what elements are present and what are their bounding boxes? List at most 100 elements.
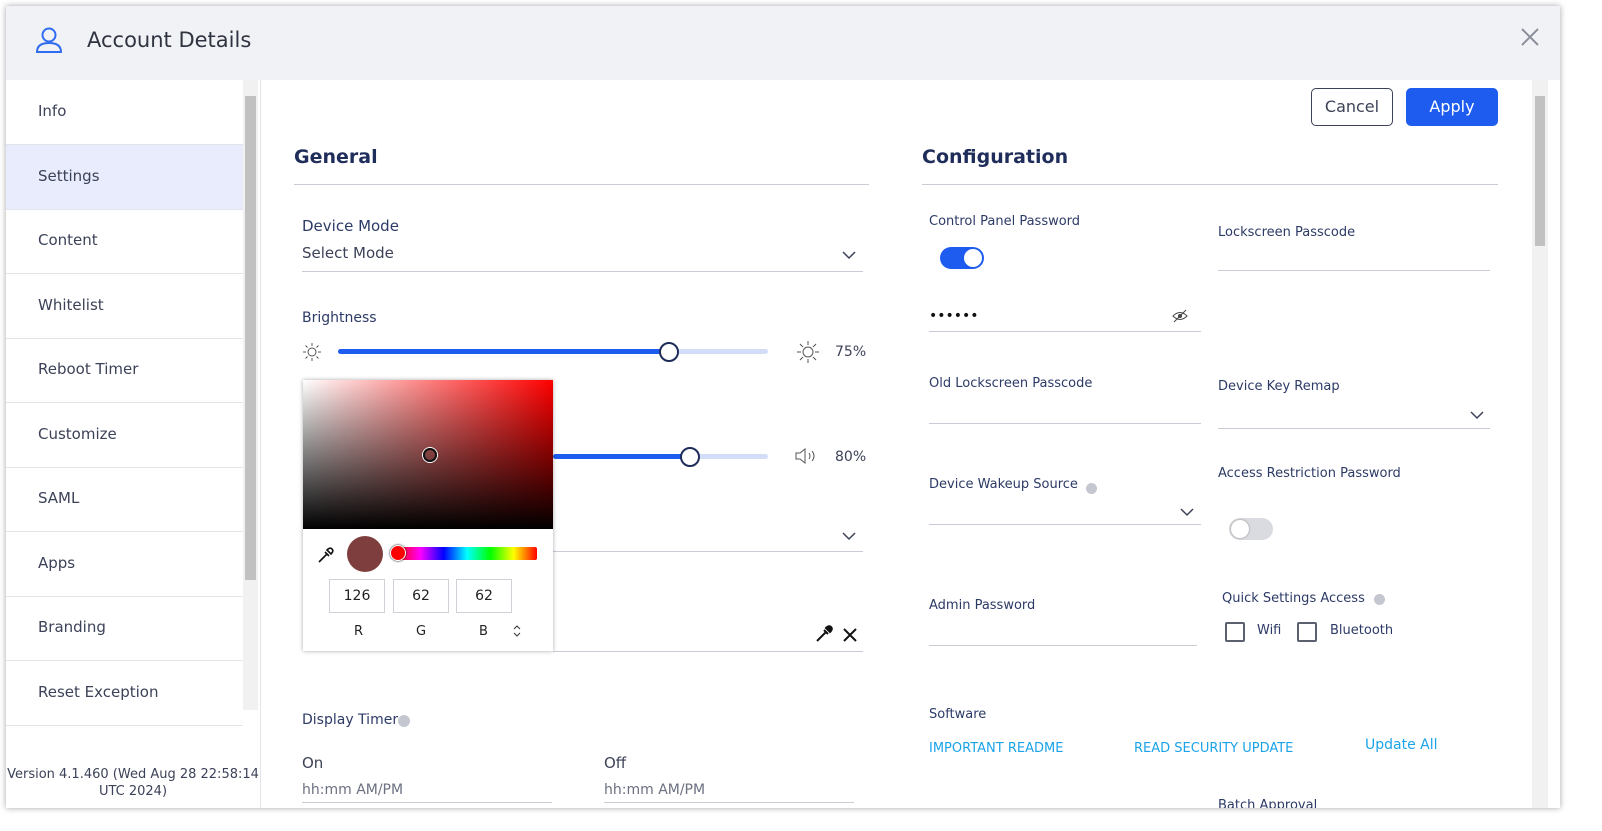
- nav-item[interactable]: Apps: [6, 532, 243, 597]
- dialog-title: Account Details: [87, 28, 252, 52]
- link[interactable]: READ SECURITY UPDATE: [1134, 741, 1294, 756]
- help-icon[interactable]: [1086, 483, 1097, 494]
- nav-label: Settings: [38, 166, 100, 185]
- field-label: Display Timer: [302, 712, 399, 728]
- rgb-label: B: [479, 624, 488, 639]
- eyedropper-icon[interactable]: [317, 546, 335, 564]
- divider: [260, 80, 261, 808]
- apply-button[interactable]: Apply: [1406, 88, 1498, 126]
- nav-item[interactable]: Settings: [6, 144, 243, 210]
- field-label: Access Restriction Password: [1218, 466, 1401, 481]
- nav-item[interactable]: Customize: [6, 403, 243, 468]
- field-label: On: [302, 754, 324, 772]
- rgb-label: R: [354, 624, 364, 639]
- nav-item[interactable]: Branding: [6, 596, 243, 661]
- field-underline: [929, 645, 1197, 646]
- slider-fill: [338, 349, 668, 354]
- nav-item[interactable]: SAML: [6, 467, 243, 532]
- field-label: Software: [929, 707, 987, 722]
- checkbox[interactable]: [1225, 622, 1245, 642]
- sun-icon: [303, 343, 321, 361]
- checkbox-label: Bluetooth: [1330, 623, 1394, 638]
- header: Account Details: [6, 6, 1560, 80]
- dialog: Account Details Info Settings Content White…: [6, 6, 1560, 808]
- nav-label: Whitelist: [38, 295, 104, 314]
- input-placeholder[interactable]: hh:mm AM/PM: [604, 782, 706, 798]
- password-mask[interactable]: ••••••: [929, 308, 979, 324]
- sun-icon: [797, 341, 819, 363]
- field-underline: [553, 551, 863, 552]
- slider-fill: [553, 454, 689, 459]
- clear-icon[interactable]: [842, 627, 858, 643]
- rgb-input[interactable]: 62: [456, 579, 512, 613]
- link[interactable]: IMPORTANT README: [929, 741, 1064, 756]
- chevron: [842, 251, 856, 260]
- hide-password-icon[interactable]: [1172, 309, 1188, 323]
- slider-value: 75%: [835, 344, 867, 360]
- field-underline: [604, 802, 854, 803]
- toggle-on[interactable]: [940, 247, 984, 269]
- toggle-knob: [964, 249, 982, 267]
- toggle-knob: [1231, 520, 1249, 538]
- select-value[interactable]: Select Mode: [302, 244, 394, 262]
- color-swatch: [347, 536, 383, 572]
- rgb-input[interactable]: 62: [393, 579, 449, 613]
- nav-label: Content: [38, 231, 98, 249]
- nav-item[interactable]: Whitelist: [6, 274, 243, 339]
- toggle-off[interactable]: [1229, 518, 1273, 540]
- scrollbar-thumb: [245, 96, 256, 580]
- section-title: General: [294, 146, 378, 168]
- link[interactable]: Update All: [1365, 737, 1438, 753]
- field-label: Quick Settings Access: [1222, 591, 1365, 606]
- rgb-input[interactable]: 126: [329, 579, 385, 613]
- close-button[interactable]: [1520, 27, 1540, 47]
- field-label: Control Panel Password: [929, 214, 1081, 229]
- field-label: Batch Approval: [1218, 798, 1318, 808]
- nav-label: SAML: [38, 489, 80, 507]
- help-icon[interactable]: [398, 715, 410, 727]
- input-placeholder[interactable]: hh:mm AM/PM: [302, 782, 404, 798]
- field-label: Lockscreen Passcode: [1218, 225, 1356, 240]
- cancel-button[interactable]: Cancel: [1311, 88, 1393, 126]
- sidebar: Info Settings Content Whitelist Reboot Timer…: [6, 80, 243, 726]
- nav-item[interactable]: Reset Exception: [6, 661, 243, 726]
- field-label: Brightness: [302, 310, 377, 326]
- nav-label: Reboot Timer: [38, 360, 139, 378]
- main-scrollbar: [1532, 80, 1548, 808]
- scrollbar-thumb[interactable]: [1535, 96, 1545, 246]
- nav-label: Info: [38, 102, 67, 120]
- color-cursor[interactable]: [423, 448, 437, 462]
- field-underline: [553, 651, 863, 652]
- chevron: [1180, 508, 1194, 517]
- field-label: Admin Password: [929, 598, 1036, 613]
- nav-item[interactable]: Content: [6, 209, 243, 274]
- hue-thumb[interactable]: [390, 545, 406, 561]
- user-icon: [35, 27, 63, 53]
- nav-label: Customize: [38, 424, 117, 443]
- field-label: Device Key Remap: [1218, 379, 1340, 394]
- field-underline: [1218, 270, 1490, 271]
- help-icon[interactable]: [1374, 594, 1385, 605]
- slider-thumb[interactable]: [659, 342, 679, 362]
- mode-toggle[interactable]: [513, 625, 521, 637]
- field-underline: [1218, 428, 1490, 429]
- nav-item[interactable]: Info: [6, 80, 243, 145]
- field-underline: [929, 423, 1201, 424]
- nav-item[interactable]: Reboot Timer: [6, 338, 243, 403]
- checkbox[interactable]: [1297, 622, 1317, 642]
- field-underline: [302, 271, 863, 272]
- field-underline: [929, 331, 1201, 332]
- chevron: [842, 532, 856, 541]
- color-picker: 126 62 62 R G B: [303, 380, 553, 651]
- field-label: Off: [604, 754, 627, 772]
- hue-slider[interactable]: [397, 547, 537, 560]
- field-label: Old Lockscreen Passcode: [929, 376, 1093, 391]
- version: Version 4.1.460 (Wed Aug 28 22:58:14 UTC…: [7, 767, 259, 799]
- eyedropper-icon[interactable]: [814, 624, 834, 644]
- slider-thumb[interactable]: [680, 447, 700, 467]
- checkbox-label: Wifi: [1257, 623, 1282, 638]
- speaker-icon: [795, 447, 815, 465]
- nav-label: Reset Exception: [38, 682, 159, 701]
